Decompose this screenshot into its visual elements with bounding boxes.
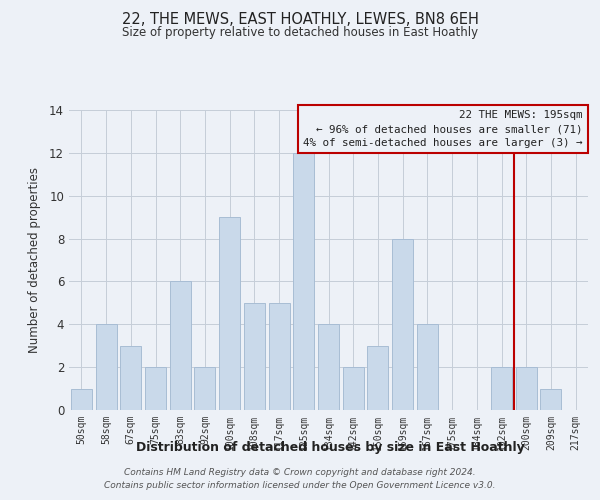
Text: 22, THE MEWS, EAST HOATHLY, LEWES, BN8 6EH: 22, THE MEWS, EAST HOATHLY, LEWES, BN8 6… <box>122 12 478 28</box>
Y-axis label: Number of detached properties: Number of detached properties <box>28 167 41 353</box>
Bar <box>244 303 265 410</box>
Text: Contains public sector information licensed under the Open Government Licence v3: Contains public sector information licen… <box>104 480 496 490</box>
Bar <box>392 238 413 410</box>
Bar <box>95 324 116 410</box>
Text: Distribution of detached houses by size in East Hoathly: Distribution of detached houses by size … <box>136 441 524 454</box>
Bar <box>71 388 92 410</box>
Bar <box>293 153 314 410</box>
Bar <box>269 303 290 410</box>
Bar <box>318 324 339 410</box>
Bar <box>516 367 537 410</box>
Text: Size of property relative to detached houses in East Hoathly: Size of property relative to detached ho… <box>122 26 478 39</box>
Bar <box>541 388 562 410</box>
Bar <box>170 282 191 410</box>
Bar <box>219 217 240 410</box>
Bar <box>145 367 166 410</box>
Bar <box>120 346 141 410</box>
Bar <box>194 367 215 410</box>
Bar <box>417 324 438 410</box>
Bar <box>343 367 364 410</box>
Bar <box>491 367 512 410</box>
Text: Contains HM Land Registry data © Crown copyright and database right 2024.: Contains HM Land Registry data © Crown c… <box>124 468 476 477</box>
Text: 22 THE MEWS: 195sqm
← 96% of detached houses are smaller (71)
4% of semi-detache: 22 THE MEWS: 195sqm ← 96% of detached ho… <box>304 110 583 148</box>
Bar <box>367 346 388 410</box>
